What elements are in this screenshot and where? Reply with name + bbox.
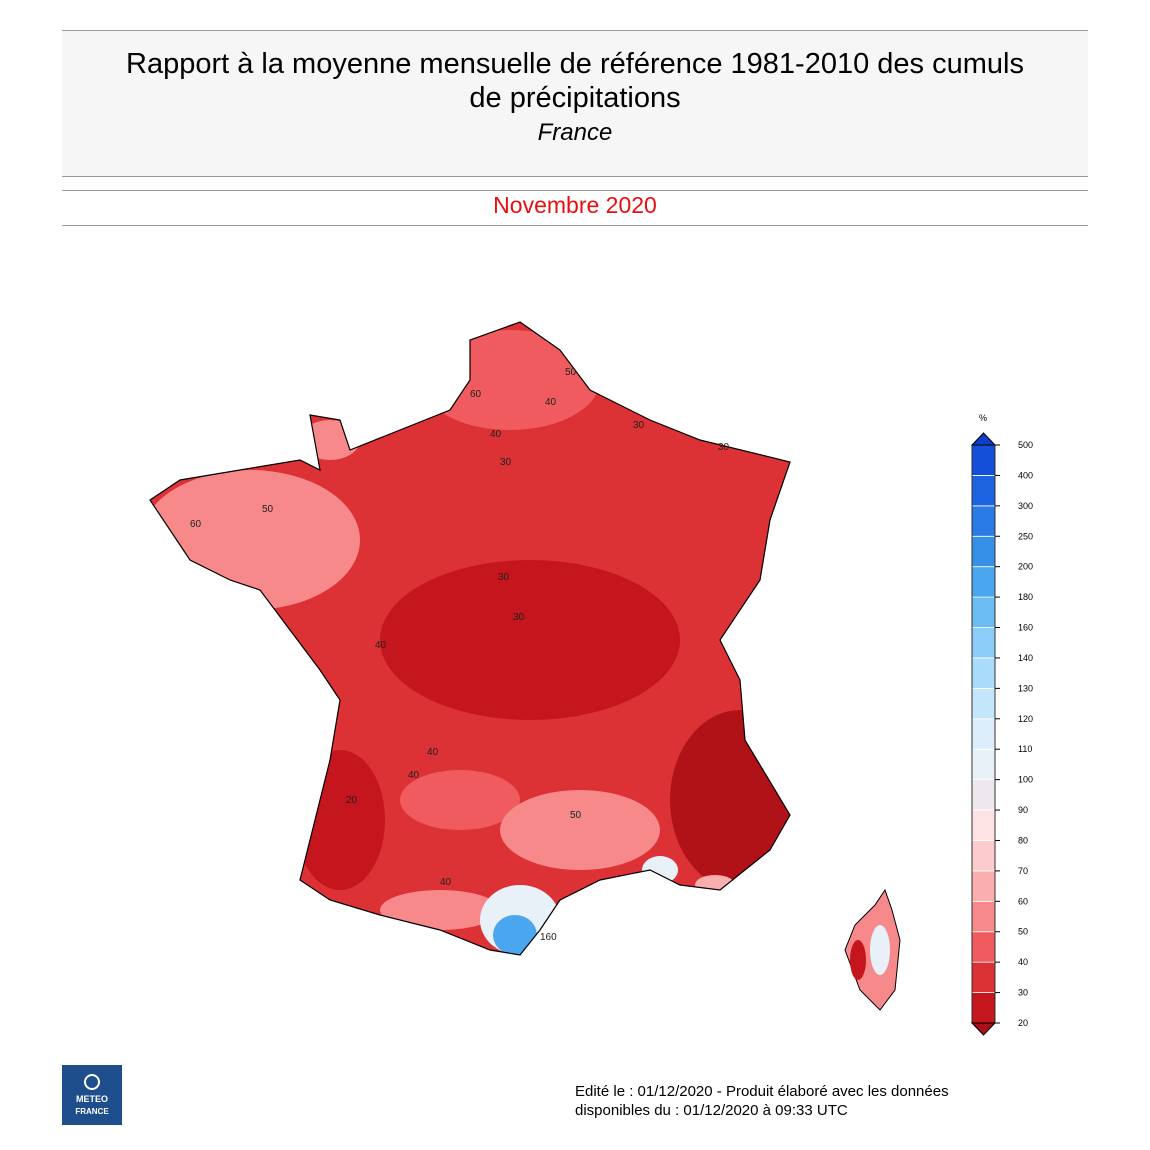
legend-box: [971, 444, 996, 476]
legend-tick-label: 70: [1018, 866, 1028, 876]
legend-tick-label: 20: [1018, 1018, 1028, 1028]
contour-label: 30: [718, 442, 730, 453]
contour-label: 50: [565, 367, 577, 378]
corsica-fill: [870, 925, 890, 975]
legend-tick-label: 180: [1018, 592, 1033, 602]
legend-high-arrow: [970, 432, 997, 446]
legend-box: [971, 505, 996, 537]
legend-box: [971, 687, 996, 720]
contour-label: 40: [427, 747, 439, 758]
legend-box: [971, 596, 996, 628]
logo-text: FRANCE: [75, 1107, 109, 1116]
legend-tick-label: 60: [1018, 896, 1028, 906]
legend-unit: %: [979, 413, 987, 423]
legend-box: [971, 779, 996, 811]
footer-line: disponibles du : 01/12/2020 à 09:33 UTC: [575, 1102, 848, 1119]
legend-tick-label: 120: [1018, 714, 1033, 724]
legend-box: [971, 840, 996, 872]
legend-box: [971, 900, 996, 933]
contour-label: 30: [498, 572, 510, 583]
contour-label: 40: [408, 770, 420, 781]
title-line: Rapport à la moyenne mensuelle de référe…: [126, 48, 1024, 80]
logo-text: METEO: [76, 1094, 108, 1104]
legend-box: [971, 748, 996, 781]
legend-tick-label: 80: [1018, 835, 1028, 845]
legend-tick-label: 140: [1018, 653, 1033, 663]
contour-labels: 50 40 30 40 60 50 60 30 40 30 30 40 20 40 30 40 50 160: [190, 367, 730, 943]
contour-label: 30: [633, 420, 645, 431]
legend-box: [971, 992, 996, 1024]
footer-line: Edité le : 01/12/2020 - Produit élaboré …: [575, 1083, 949, 1100]
header: Rapport à la moyenne mensuelle de référe…: [62, 30, 1088, 177]
rule: [62, 190, 1088, 191]
legend-low-arrow: [970, 1022, 997, 1036]
contour-label: 40: [490, 429, 502, 440]
legend-box: [971, 870, 996, 902]
contour-label: 50: [570, 810, 582, 821]
legend-tick-label: 110: [1018, 744, 1032, 754]
legend-tick-label: 130: [1018, 683, 1033, 693]
contour-label: 160: [540, 932, 557, 943]
contour-label: 60: [470, 389, 482, 400]
legend-tick-label: 30: [1018, 988, 1028, 998]
legend-tick-label: 160: [1018, 623, 1033, 633]
logo-icon: [84, 1074, 100, 1090]
legend-tick-label: 250: [1018, 531, 1033, 541]
legend: 20 30 40 50 60 70 80 90 100 110 120 130 140 160 180 200…: [970, 432, 1033, 1036]
legend-box: [971, 475, 996, 507]
legend-frame: [971, 444, 996, 1024]
legend-tick-label: 50: [1018, 927, 1028, 937]
contour-label: 30: [513, 612, 525, 623]
legend-box: [971, 657, 996, 689]
legend-box: [971, 627, 996, 659]
contour-label: 40: [440, 877, 452, 888]
footer: Edité le : 01/12/2020 - Produit élaboré …: [575, 1082, 949, 1120]
contour-label: 50: [262, 504, 274, 515]
legend-box: [971, 566, 996, 598]
legend-box: [971, 931, 996, 963]
subtitle: France: [537, 119, 613, 146]
legend-box: [971, 809, 996, 841]
legend-tick-label: 40: [1018, 957, 1028, 967]
rule: [62, 225, 1088, 226]
legend-box: [971, 961, 996, 993]
legend-box: [971, 535, 996, 568]
corsica-fill: [850, 940, 866, 980]
contour-label: 40: [375, 640, 387, 651]
legend-tick-label: 200: [1018, 562, 1033, 572]
period: Novembre 2020: [493, 192, 657, 218]
legend-tick-label: 300: [1018, 501, 1033, 511]
legend-tick-label: 400: [1018, 470, 1033, 480]
contour-label: 40: [545, 397, 557, 408]
legend-tick-label: 100: [1018, 775, 1033, 785]
title-line: de précipitations: [469, 82, 681, 114]
legend-tick-label: 500: [1018, 440, 1033, 450]
legend-box: [971, 718, 996, 750]
france-outline: [149, 321, 791, 956]
contour-label: 20: [346, 795, 358, 806]
contour-label: 60: [190, 519, 202, 530]
legend-tick-label: 90: [1018, 805, 1028, 815]
contour-label: 30: [500, 457, 512, 468]
france-fill: [150, 322, 790, 955]
